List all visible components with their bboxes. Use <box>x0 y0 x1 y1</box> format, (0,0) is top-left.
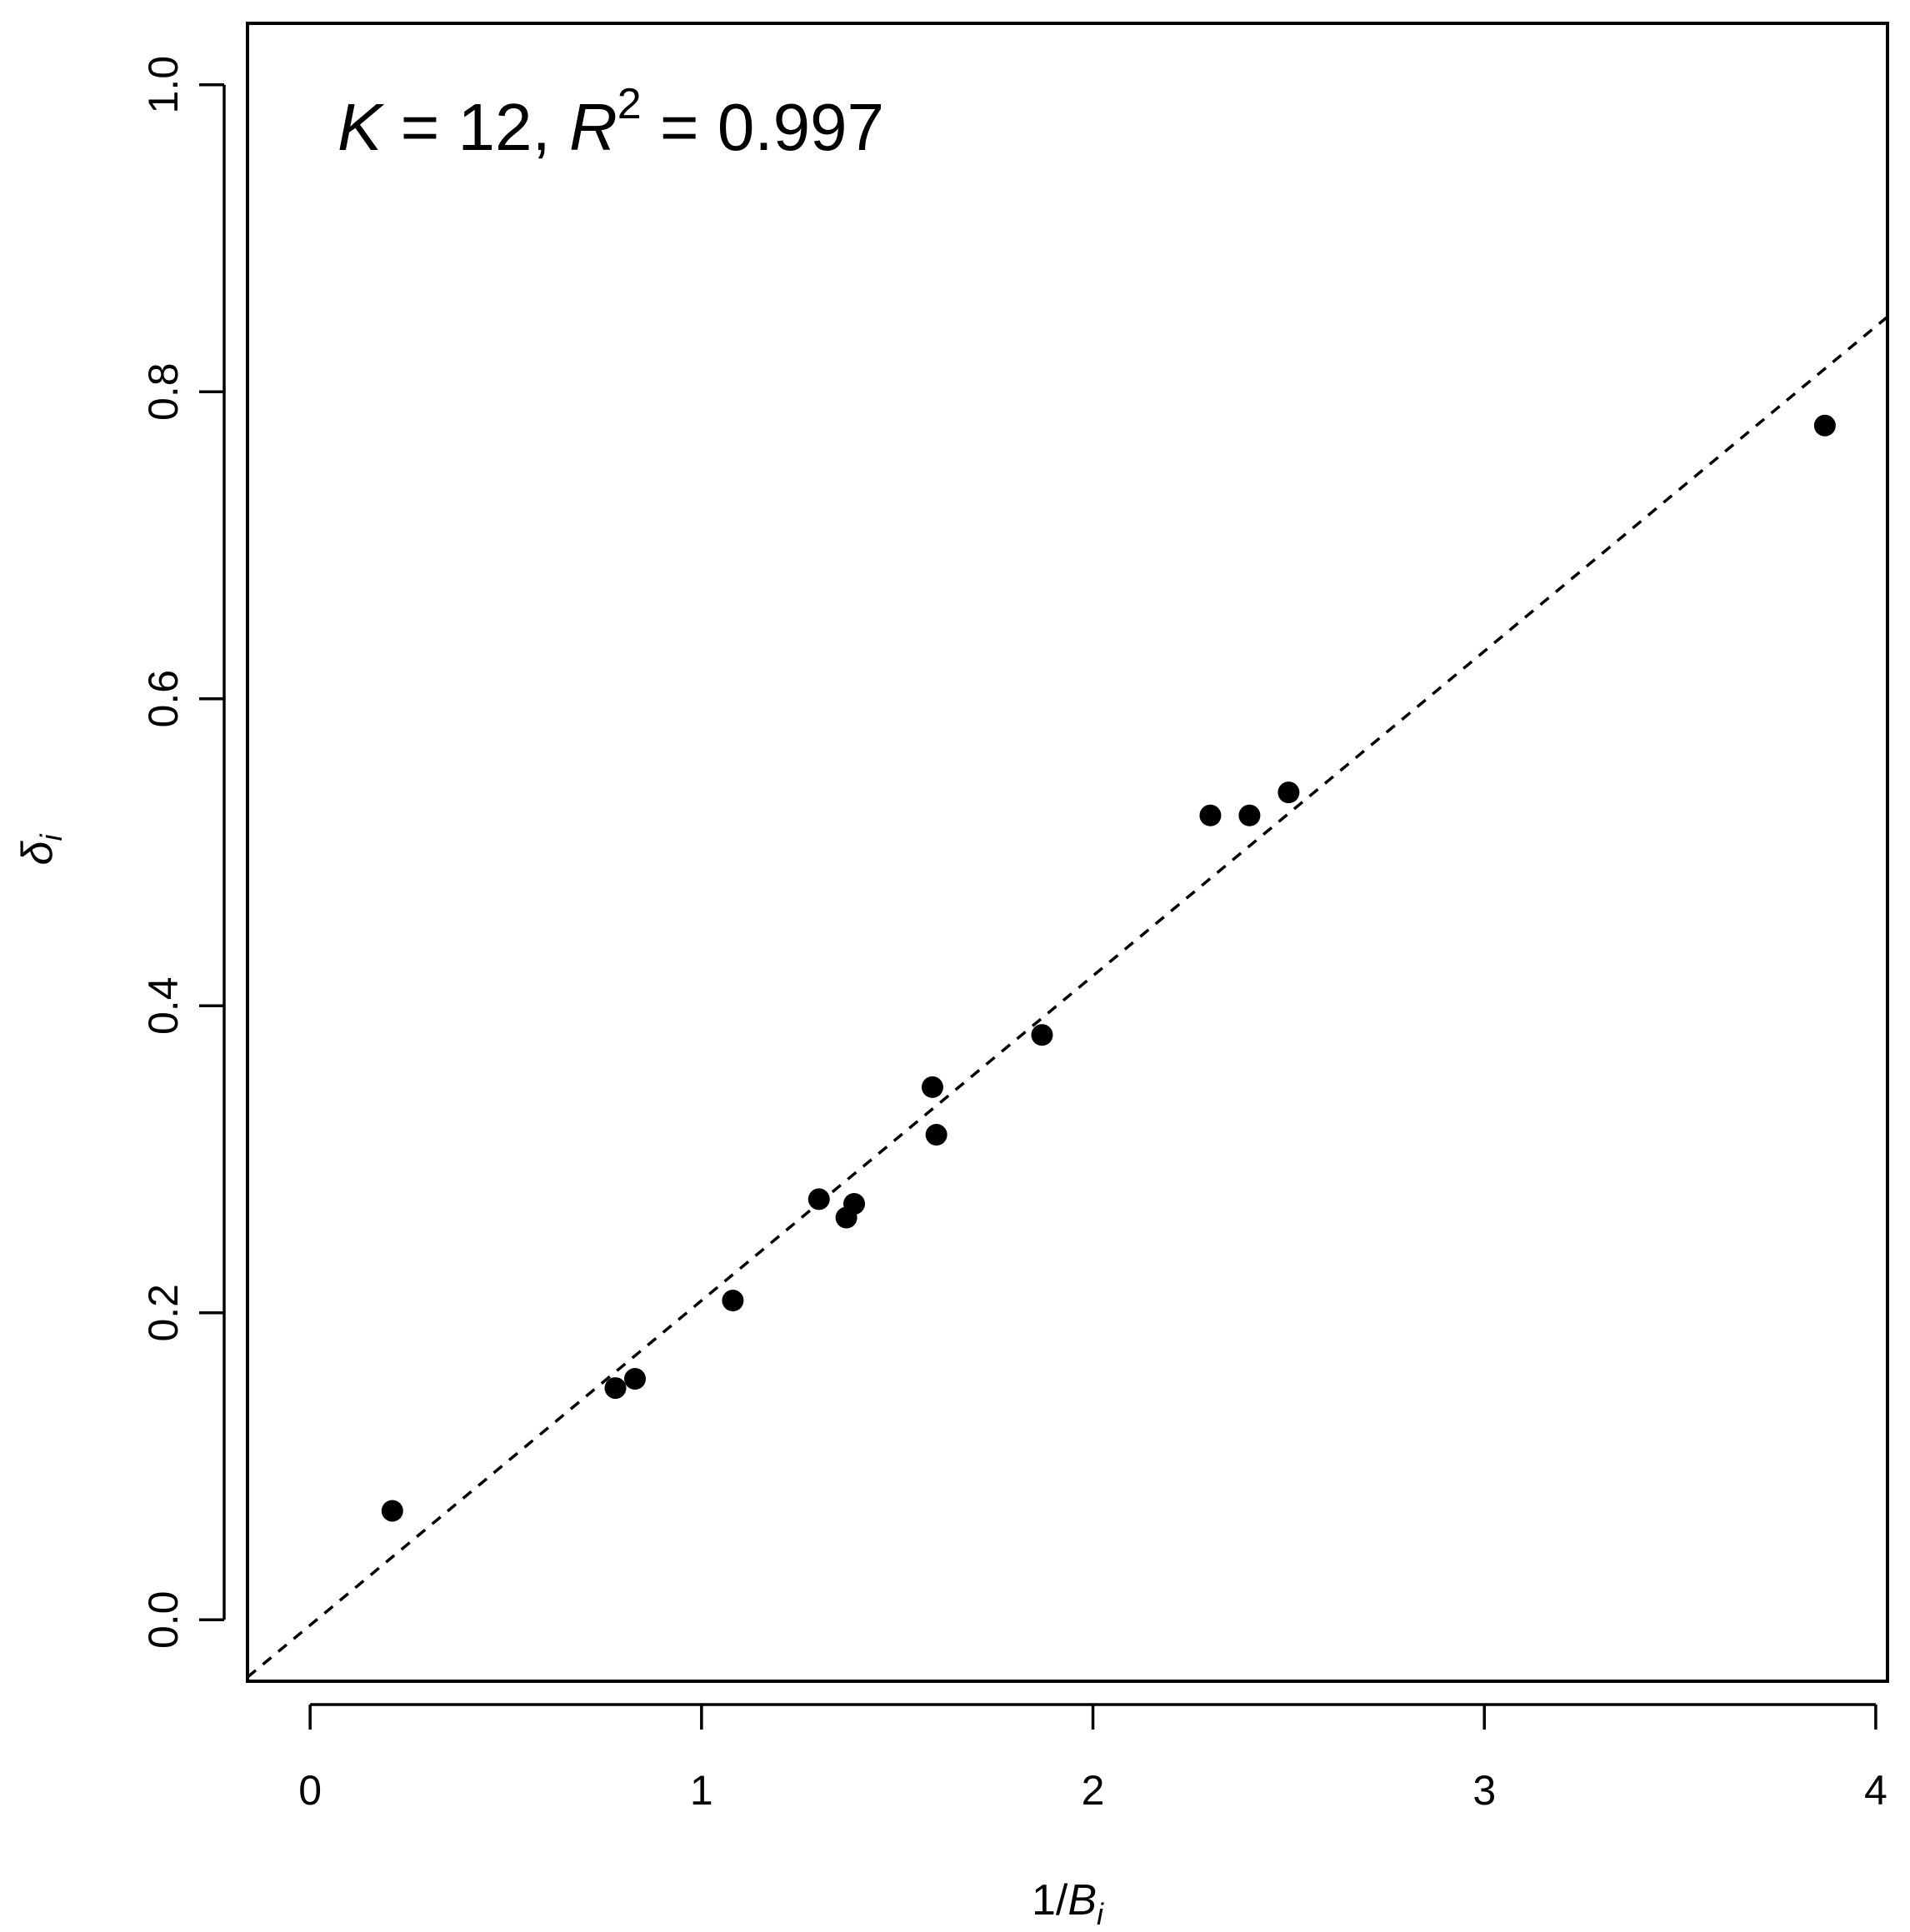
y-tick-label: 1.0 <box>140 56 187 114</box>
points-layer <box>381 414 1836 1522</box>
x-axis-title-subscript: i <box>1097 1897 1104 1931</box>
y-tick-label: 0.8 <box>140 362 187 421</box>
y-axis-title-subscript: i <box>34 834 68 841</box>
data-point <box>1199 804 1222 826</box>
y-tick-label: 0.4 <box>140 977 187 1036</box>
data-point <box>381 1500 403 1522</box>
x-tick-label: 0 <box>298 1767 322 1814</box>
y-axis-title-symbol: δ <box>13 840 62 865</box>
x-tick-label: 4 <box>1864 1767 1888 1814</box>
x-axis: 0 1 2 3 4 <box>298 1703 1888 1814</box>
data-point <box>1278 781 1300 804</box>
data-point <box>1238 804 1261 826</box>
data-point <box>1031 1024 1053 1046</box>
fit-annotation: K = 12, R2 = 0.997 <box>338 80 884 164</box>
data-point <box>722 1290 744 1312</box>
y-tick-label: 0.2 <box>140 1284 187 1342</box>
data-point <box>921 1076 943 1098</box>
annotation-r-symbol: R <box>569 90 618 164</box>
x-tick-label: 2 <box>1082 1767 1105 1814</box>
data-point <box>843 1192 866 1215</box>
fit-line <box>246 315 1889 1679</box>
annotation-r-text: = 0.997 <box>642 90 884 164</box>
x-axis-title-symbol: B <box>1068 1876 1097 1925</box>
data-point <box>808 1188 830 1211</box>
annotation-k-text: = 12, <box>382 90 569 164</box>
annotation-r-superscript: 2 <box>618 80 642 128</box>
y-axis-title: δi <box>13 834 68 866</box>
data-point <box>925 1124 948 1146</box>
plot-frame <box>246 22 1889 1683</box>
data-point <box>1813 414 1836 437</box>
data-point <box>604 1377 627 1400</box>
x-axis-title: 1/Bi <box>1032 1876 1104 1931</box>
y-tick-label: 0.6 <box>140 670 187 728</box>
fit-line-layer <box>246 315 1889 1679</box>
data-point <box>623 1368 646 1390</box>
y-axis: 0.0 0.2 0.4 0.6 0.8 1.0 <box>140 56 226 1650</box>
x-axis-title-prefix: 1/ <box>1032 1876 1068 1925</box>
x-tick-label: 1 <box>690 1767 713 1814</box>
x-tick-label: 3 <box>1472 1767 1496 1814</box>
annotation-k-symbol: K <box>338 90 385 164</box>
y-tick-label: 0.0 <box>140 1591 187 1650</box>
